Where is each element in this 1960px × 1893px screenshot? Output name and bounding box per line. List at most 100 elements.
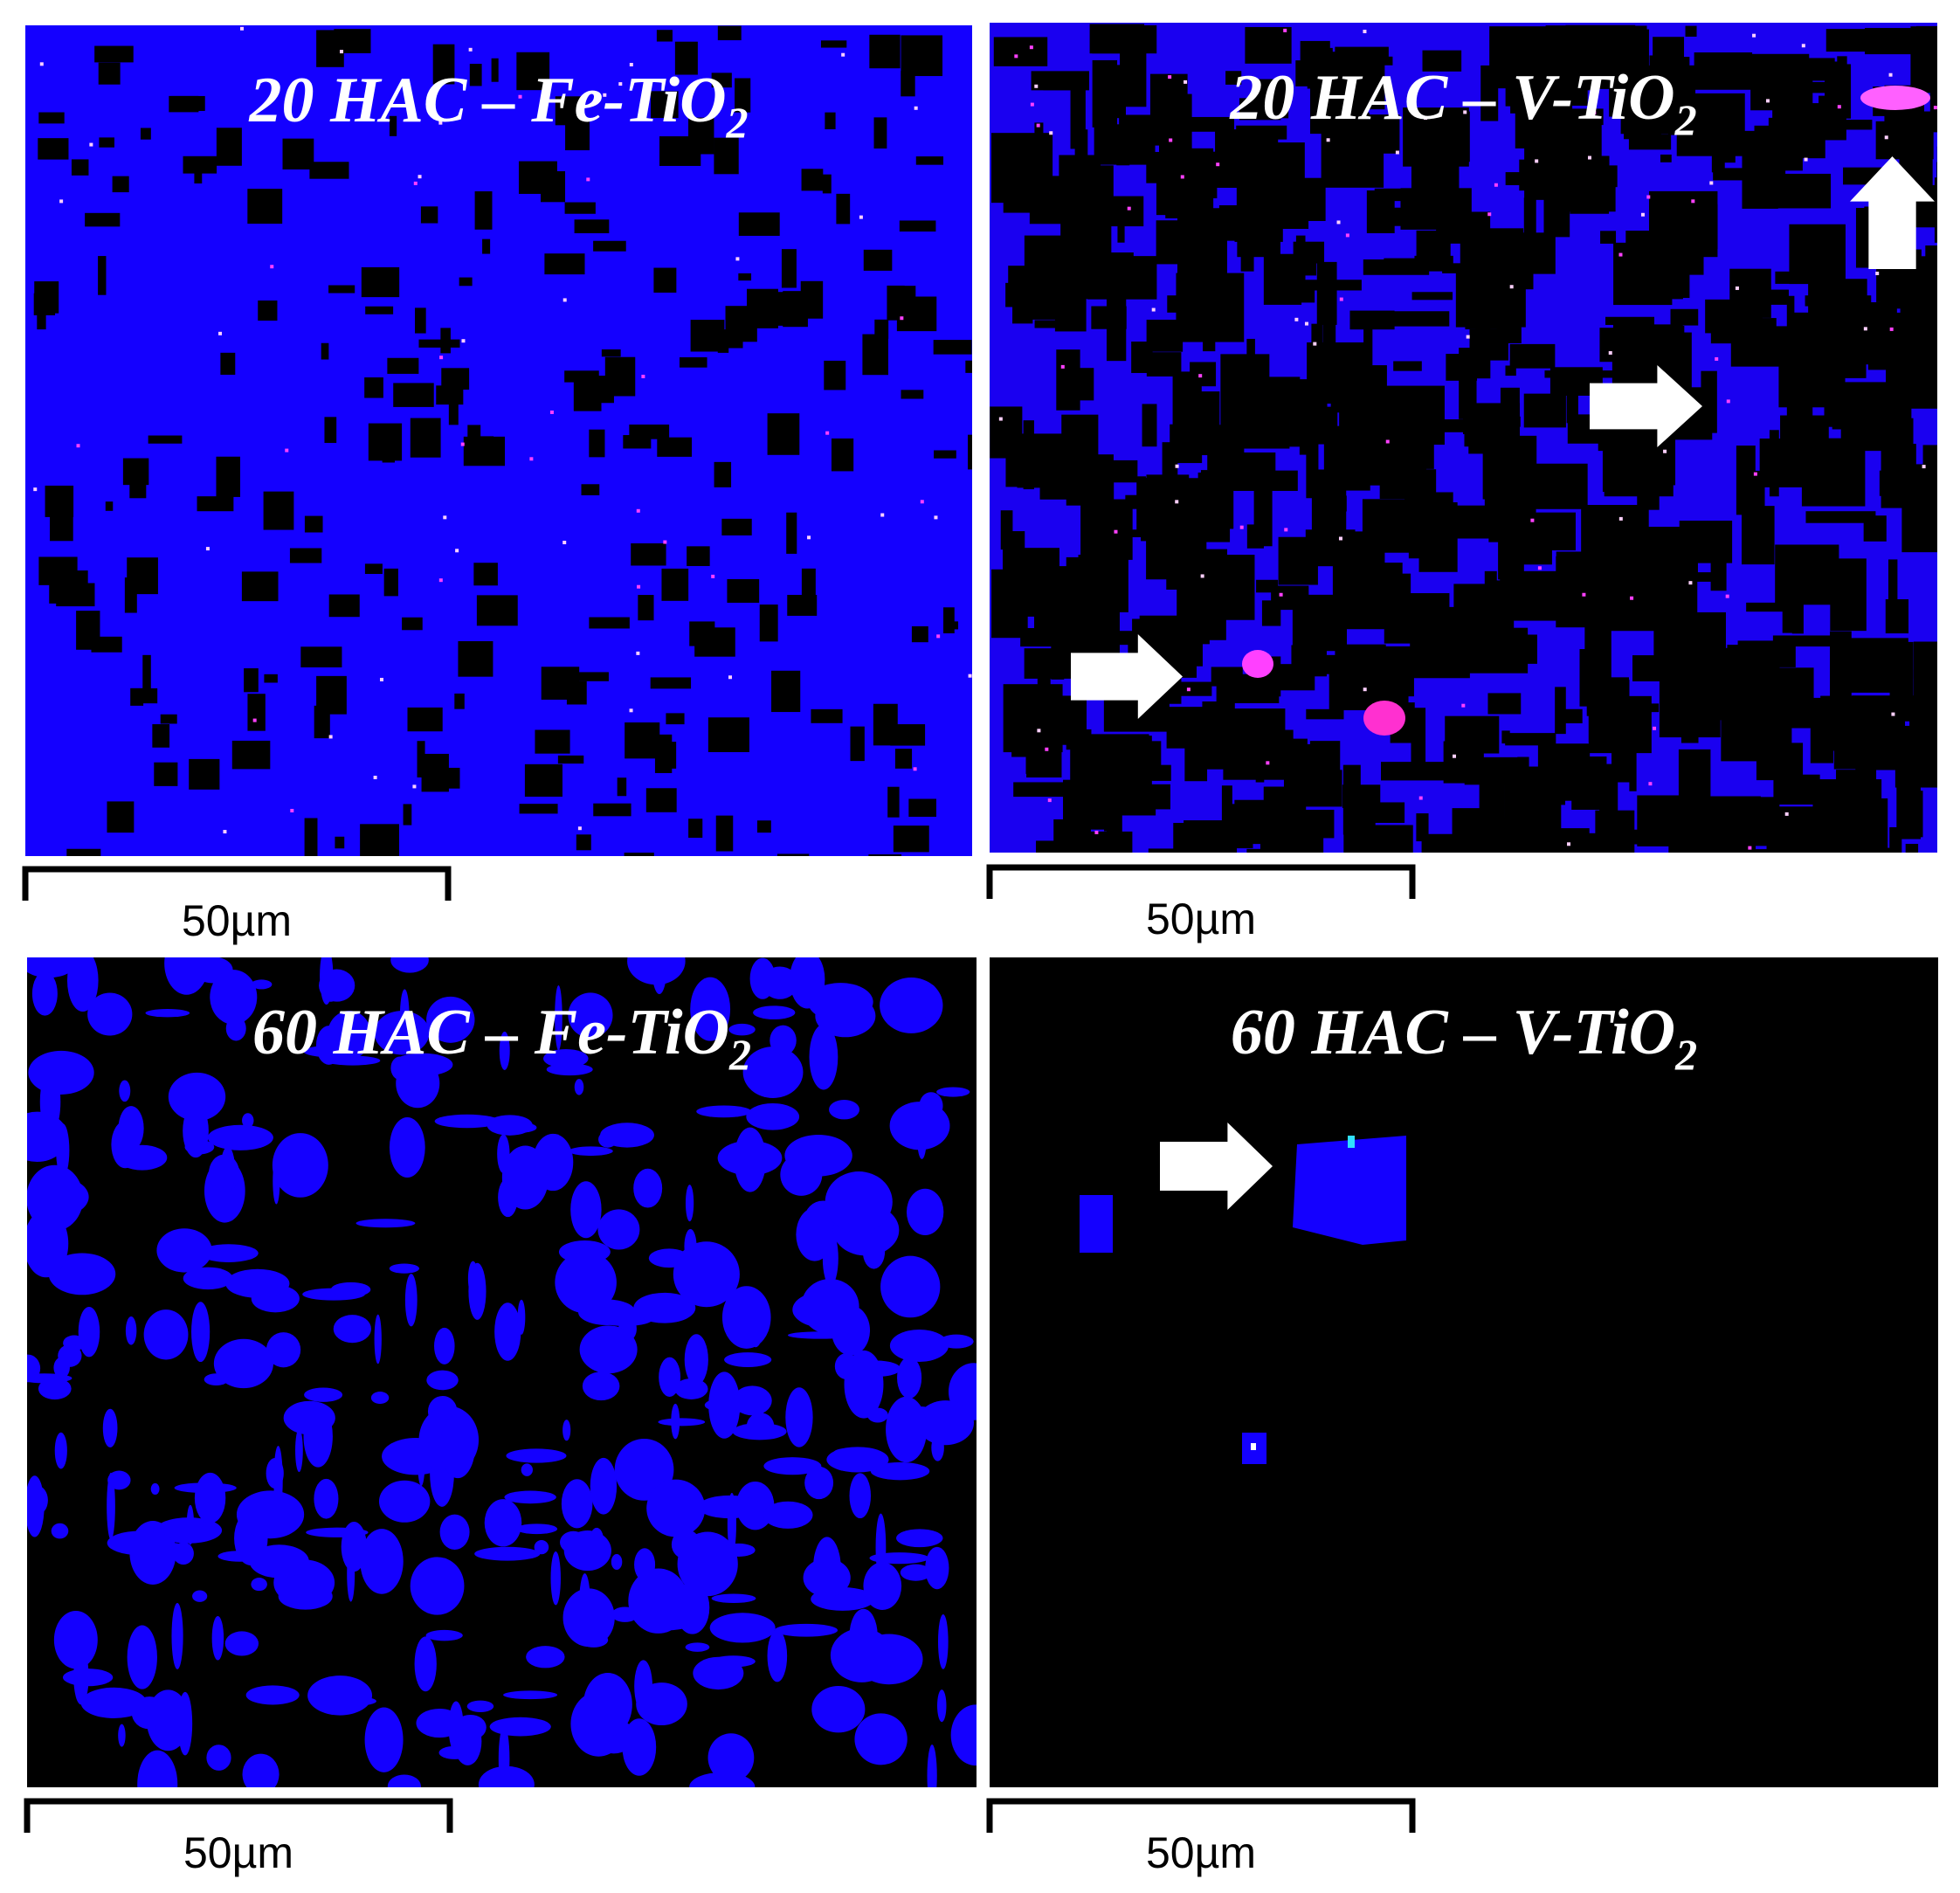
element-dot	[1338, 536, 1342, 541]
element-dot	[438, 121, 443, 125]
phase-spot	[1306, 708, 1344, 720]
phase-blob	[506, 1448, 567, 1463]
phase-spot	[1391, 311, 1450, 327]
phase-spot	[321, 342, 329, 360]
phase-spot	[127, 557, 158, 595]
element-dot	[1037, 729, 1041, 733]
element-dot	[1618, 252, 1623, 257]
scale-label: 50µm	[1146, 1828, 1256, 1877]
arrow	[1160, 1123, 1273, 1210]
phase-blob	[722, 1543, 756, 1557]
element-dot	[1784, 812, 1789, 816]
phase-spot	[334, 29, 371, 53]
phase-blob	[38, 1378, 72, 1400]
phase-spot	[573, 376, 602, 411]
panel-title-subscript: 2	[1674, 95, 1697, 144]
phase-spot	[194, 172, 203, 184]
arrow	[1590, 365, 1702, 447]
phase-spot	[1479, 849, 1495, 853]
phase-blob	[207, 1124, 273, 1150]
phase-blob	[936, 1087, 970, 1097]
element-dot	[562, 541, 567, 545]
phase-spot	[476, 595, 518, 626]
phase-spot	[1480, 65, 1499, 121]
element-dot	[1582, 592, 1586, 597]
phase-blob	[685, 1185, 694, 1222]
phase-spot	[1913, 256, 1937, 281]
element-dot	[1715, 356, 1719, 361]
phase-blob	[143, 1309, 189, 1360]
phase-spot	[1501, 730, 1510, 744]
phase-blob	[590, 1527, 604, 1554]
phase-blob	[468, 1262, 487, 1320]
phase-spot	[1507, 845, 1563, 853]
phase-spot	[389, 115, 397, 136]
phase-spot	[555, 96, 583, 126]
element-dot	[259, 114, 264, 119]
phase-blob	[862, 1233, 886, 1269]
phase-spot	[1080, 499, 1133, 560]
phase-spot	[874, 319, 889, 339]
phase-spot	[383, 568, 398, 597]
phase-blob	[54, 1432, 67, 1469]
element-dot	[443, 515, 447, 520]
phase-spot	[604, 356, 636, 397]
element-dot	[1200, 574, 1204, 578]
phase-spot	[899, 220, 936, 232]
phase-blob	[897, 1357, 922, 1399]
phase-spot	[1270, 287, 1315, 303]
phase-blob	[717, 1140, 783, 1176]
phase-spot	[1599, 328, 1639, 363]
phase-blob	[1293, 1136, 1406, 1245]
phase-spot	[459, 277, 473, 287]
phase-blob	[333, 1315, 371, 1344]
phase-spot	[328, 285, 355, 294]
phase-blob	[724, 1352, 772, 1368]
phase-spot	[738, 212, 780, 236]
phase-spot	[666, 713, 685, 725]
element-dot	[586, 177, 590, 182]
phase-spot	[368, 423, 403, 461]
element-dot	[1424, 116, 1428, 121]
phase-blob	[164, 957, 210, 995]
phase-spot	[707, 330, 743, 349]
phase-spot	[1708, 317, 1759, 329]
phase-blob	[685, 1642, 710, 1652]
phase-spot	[1916, 647, 1937, 705]
phase-spot	[458, 640, 493, 677]
element-dot	[629, 708, 633, 713]
phase-spot	[1685, 25, 1697, 37]
panel-title-text: 20 HAC – V-TiO	[1229, 62, 1674, 134]
phase-spot	[593, 803, 631, 817]
phase-spot	[1741, 506, 1775, 565]
phase-blob	[489, 1717, 551, 1737]
phase-spot	[1092, 59, 1118, 128]
element-dot	[920, 500, 924, 504]
phase-blob	[574, 1079, 584, 1095]
phase-spot	[38, 112, 65, 124]
phase-spot	[1810, 697, 1833, 763]
element-dot	[1646, 195, 1651, 199]
phase-spot	[901, 35, 943, 77]
phase-blob	[611, 1606, 638, 1622]
phase-spot	[771, 670, 801, 713]
phase-spot	[1487, 693, 1522, 715]
phase-spot	[403, 804, 412, 826]
phase-spot	[393, 383, 434, 407]
phase-spot	[893, 826, 929, 853]
phase-blob	[543, 1048, 589, 1068]
element-dot	[618, 82, 623, 86]
arrow	[1071, 634, 1183, 719]
phase-spot	[943, 621, 959, 630]
phase-blob	[627, 957, 686, 985]
phase-blob	[711, 1655, 756, 1668]
element-dot	[379, 677, 383, 681]
phase-spot	[463, 436, 506, 466]
phase-blob	[684, 1334, 708, 1385]
element-dot	[1184, 79, 1188, 84]
phase-spot	[335, 836, 345, 849]
phase-spot	[1586, 688, 1600, 716]
phase-blob	[886, 1396, 928, 1463]
phase-spot	[1772, 635, 1839, 647]
phase-blob	[499, 1031, 510, 1070]
